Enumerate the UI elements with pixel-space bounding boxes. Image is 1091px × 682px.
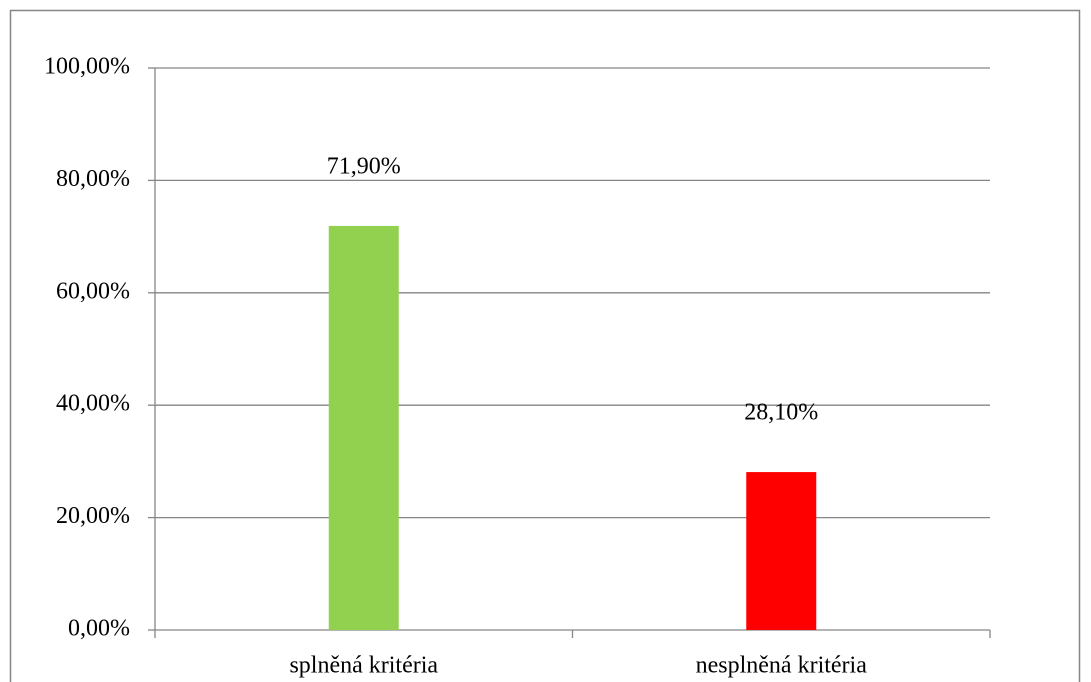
y-tick-label: 40,00%: [56, 391, 130, 417]
bar: [328, 225, 399, 630]
x-tick-label: nesplněná kritéria: [696, 653, 868, 679]
data-label: 71,90%: [327, 153, 401, 179]
y-tick-label: 20,00%: [56, 503, 130, 529]
y-tick-label: 60,00%: [56, 278, 130, 304]
chart-frame: [9, 9, 1081, 682]
bar: [746, 472, 817, 630]
data-label: 28,10%: [744, 400, 818, 426]
y-tick-label: 0,00%: [68, 616, 130, 642]
x-tick-label: splněná kritéria: [289, 653, 438, 679]
y-tick-label: 80,00%: [56, 166, 130, 192]
y-tick-label: 100,00%: [44, 54, 130, 80]
